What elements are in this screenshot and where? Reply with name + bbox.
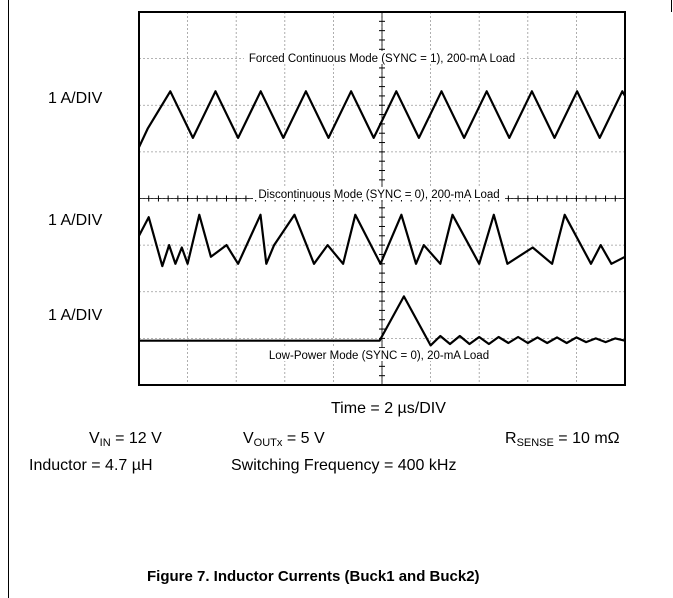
trace-2	[138, 213, 626, 268]
vin-condition: VIN = 12 V	[89, 430, 162, 449]
vout-condition: VOUTx = 5 V	[243, 430, 325, 449]
trace-1	[138, 90, 626, 148]
y-scale-label-2: 1 A/DIV	[48, 212, 103, 229]
inductor-condition: Inductor = 4.7 µH	[29, 457, 153, 474]
trace-label-background	[268, 348, 490, 361]
time-scale-label: Time = 2 µs/DIV	[331, 400, 446, 417]
trace-label-background	[244, 51, 520, 64]
figure-caption: Figure 7. Inductor Currents (Buck1 and B…	[147, 568, 480, 585]
y-scale-label-3: 1 A/DIV	[48, 307, 103, 324]
page-right-border	[671, 0, 672, 12]
trace-label-background	[253, 187, 505, 200]
rsense-condition: RSENSE = 10 mΩ	[505, 430, 620, 449]
trace-label-1: Forced Continuous Mode (SYNC = 1), 200-m…	[249, 53, 515, 65]
trace-label-2: Discontinuous Mode (SYNC = 0), 200-mA Lo…	[258, 189, 499, 201]
trace-label-3: Low-Power Mode (SYNC = 0), 20-mA Load	[269, 350, 489, 362]
plot-border	[138, 11, 626, 386]
y-scale-label-1: 1 A/DIV	[48, 90, 103, 107]
page-left-border	[8, 0, 9, 598]
switching-frequency-condition: Switching Frequency = 400 kHz	[231, 457, 457, 474]
trace-3	[139, 295, 626, 347]
